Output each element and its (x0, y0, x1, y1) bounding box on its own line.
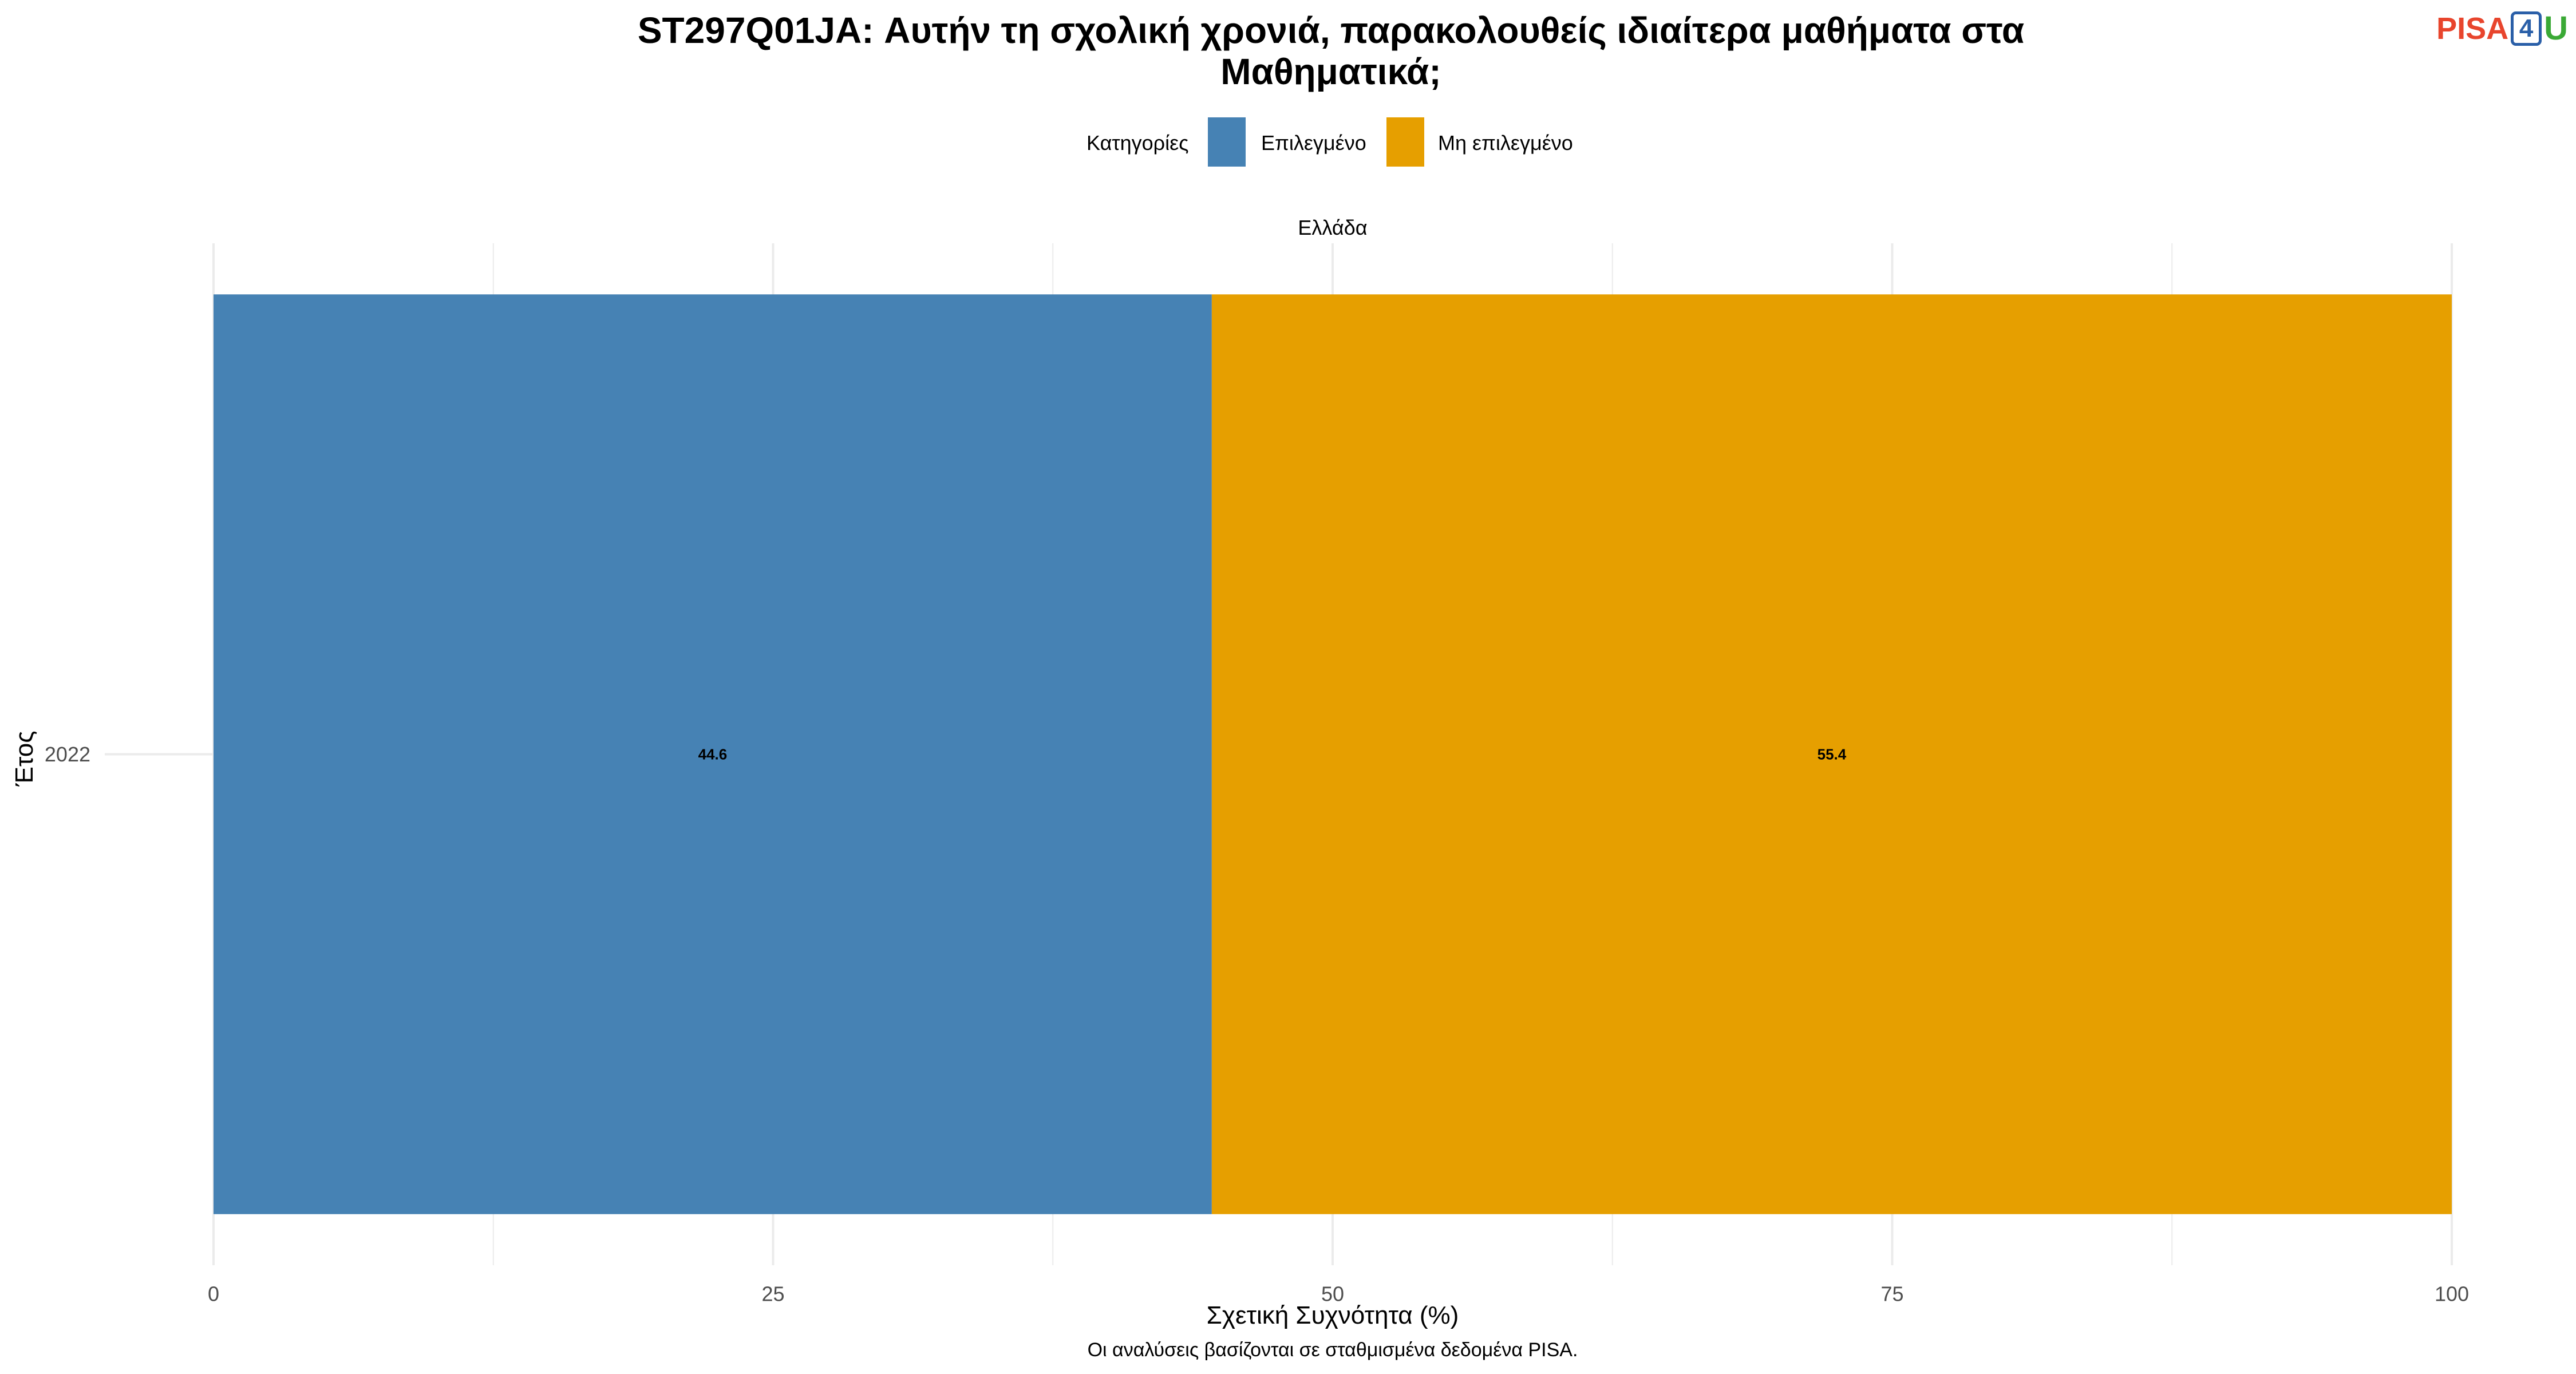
y-tick-label: 2022 (45, 743, 90, 766)
x-axis-title: Σχετική Συχνότητα (%) (1206, 1301, 1459, 1329)
logo-pisa-text: PISA (2436, 11, 2509, 46)
chart-title-line-1: ST297Q01JA: Αυτήν τη σχολική χρονιά, παρ… (637, 10, 2025, 51)
x-tick-label: 100 (2435, 1282, 2469, 1306)
x-tick-label: 50 (1321, 1282, 1344, 1306)
chart-title-line-2: Μαθηματικά; (1220, 51, 1441, 92)
x-tick-label: 25 (761, 1282, 784, 1306)
bar-data-label: 55.4 (1818, 746, 1847, 763)
legend-title: Κατηγορίες (1086, 131, 1189, 155)
logo-u-text: U (2544, 10, 2568, 47)
bar-not-selected-2022 (1211, 294, 2452, 1214)
x-tick-label: 75 (1880, 1282, 1903, 1306)
legend-key-not-selected (1386, 117, 1424, 167)
legend-key-selected (1208, 117, 1246, 167)
legend: Κατηγορίες Επιλεγμένο Μη επιλεγμένο (0, 117, 2576, 169)
legend-label-selected: Επιλεγμένο (1261, 131, 1366, 155)
pisa4u-logo: PISA 4 U (2436, 8, 2568, 49)
bar-selected-2022 (214, 294, 1212, 1214)
x-tick-label: 0 (208, 1282, 219, 1306)
y-axis-title: Έτος (10, 731, 38, 787)
chart-caption: Οι αναλύσεις βασίζονται σε σταθμισμένα δ… (1087, 1339, 1578, 1361)
legend-label-not-selected: Μη επιλεγμένο (1438, 131, 1573, 155)
facet-label: Ελλάδα (1298, 216, 1368, 239)
bar-data-label: 44.6 (698, 746, 728, 763)
logo-four-badge: 4 (2511, 11, 2542, 46)
